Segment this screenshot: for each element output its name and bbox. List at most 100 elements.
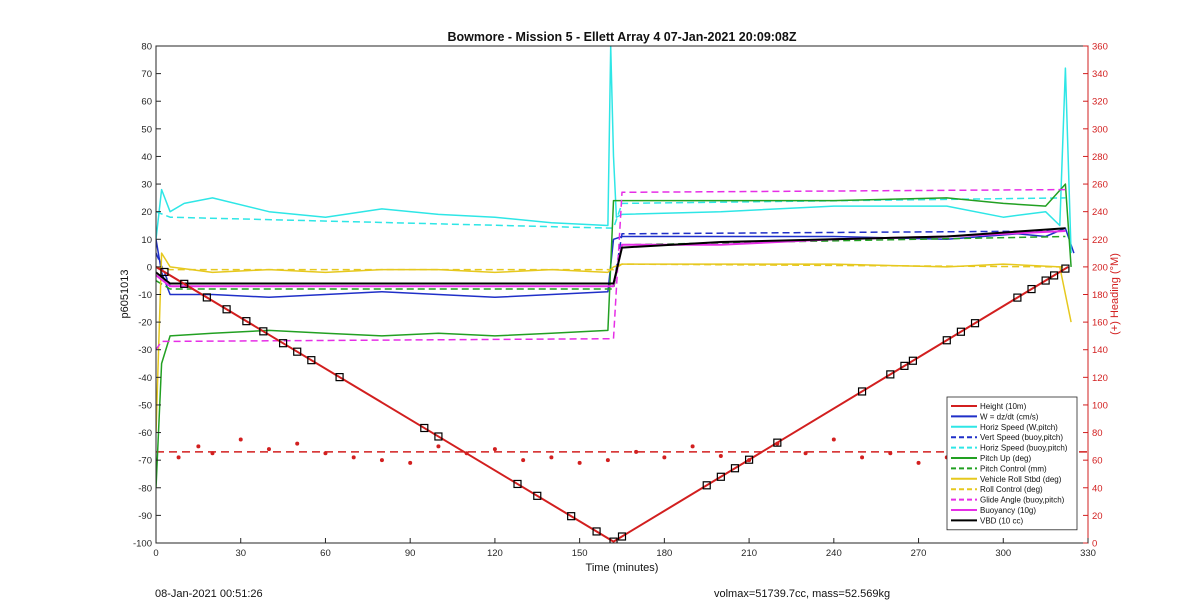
- legend-label: Vehicle Roll Stbd (deg): [980, 475, 1062, 484]
- series-horizb: [156, 197, 1066, 229]
- height-marker: [222, 305, 231, 314]
- height-marker: [202, 293, 211, 302]
- y-tick-label: -60: [138, 428, 152, 439]
- y-tick-label: 20: [141, 207, 152, 218]
- plot-area: [155, 45, 1089, 544]
- y2-tick-label: 320: [1092, 97, 1108, 108]
- y2-tick-label: 60: [1092, 456, 1103, 467]
- heading-point: [634, 449, 639, 454]
- height-marker: [1041, 276, 1050, 285]
- y-tick-label: 70: [141, 69, 152, 80]
- heading-point: [860, 455, 865, 460]
- x-axis: 0 30 60 90 120 150 180 210 240 270 300 330: [153, 538, 1096, 559]
- y2-tick-label: 100: [1092, 400, 1108, 411]
- footer-timestamp: 08-Jan-2021 00:51:26: [155, 588, 263, 600]
- heading-point: [662, 455, 667, 460]
- y-tick-label: -10: [138, 290, 152, 301]
- height-marker: [1061, 264, 1070, 273]
- legend-label: Pitch Up (deg): [980, 454, 1031, 463]
- y-tick-label: 10: [141, 235, 152, 246]
- y2-tick-label: 40: [1092, 483, 1103, 494]
- right-y-axis: 0 20 40 60 80 100 120 140 160 180 200 220 240 260 280 3…: [1083, 42, 1108, 550]
- y2-tick-label: 220: [1092, 235, 1108, 246]
- series-vbd: [156, 227, 1066, 285]
- height-marker: [617, 532, 627, 541]
- height-marker: [900, 361, 909, 370]
- y-tick-label: -80: [138, 483, 152, 494]
- y-axis-label: p6051013: [119, 270, 131, 319]
- y2-tick-label: 120: [1092, 373, 1108, 384]
- height-marker: [1027, 284, 1036, 294]
- x-tick-label: 300: [995, 548, 1011, 559]
- height-marker: [592, 527, 601, 536]
- legend-label: Roll Control (deg): [980, 485, 1043, 494]
- x-tick-label: 270: [911, 548, 927, 559]
- heading-point: [803, 451, 808, 456]
- y2-tick-label: 200: [1092, 262, 1108, 273]
- y-tick-label: -50: [138, 400, 152, 411]
- left-y-axis: -100-90-80-70-60-50-40-30-20-10010203040…: [133, 42, 161, 550]
- x-tick-label: 330: [1080, 548, 1096, 559]
- height-marker: [702, 481, 711, 490]
- heading-point: [238, 437, 243, 442]
- height-marker: [956, 327, 966, 336]
- y2-tick-label: 340: [1092, 69, 1108, 80]
- x-tick-label: 150: [572, 548, 588, 559]
- height-marker: [278, 339, 288, 348]
- height-marker: [970, 319, 980, 328]
- legend-label: VBD (10 cc): [980, 516, 1023, 525]
- heading-point: [196, 444, 201, 449]
- y2-tick-label: 160: [1092, 318, 1108, 329]
- heading-point: [605, 458, 610, 463]
- y2-tick-label: 20: [1092, 511, 1103, 522]
- heading-point: [888, 451, 893, 456]
- heading-point: [690, 444, 695, 449]
- heading-point: [492, 447, 497, 452]
- height-marker: [293, 347, 302, 356]
- legend-label: Glide Angle (buoy,pitch): [980, 496, 1065, 505]
- legend-label: Horiz Speed (buoy,pitch): [980, 444, 1068, 453]
- height-marker: [609, 537, 618, 543]
- series-rollc: [156, 263, 1066, 271]
- heading-point: [295, 441, 300, 446]
- y2-tick-label: 80: [1092, 428, 1103, 439]
- height-marker: [513, 479, 522, 489]
- y-tick-label: 60: [141, 97, 152, 108]
- x-tick-label: 90: [405, 548, 416, 559]
- x-tick-label: 60: [320, 548, 331, 559]
- x-axis-label: Time (minutes): [586, 562, 659, 574]
- height-marker: [434, 432, 443, 441]
- y2-tick-label: 280: [1092, 152, 1108, 163]
- y-tick-label: 80: [141, 42, 152, 53]
- x-tick-label: 240: [826, 548, 842, 559]
- height-marker: [420, 423, 429, 433]
- y-tick-label: -90: [138, 511, 152, 522]
- heading-point: [210, 451, 215, 456]
- height-marker: [307, 356, 316, 365]
- x-tick-label: 30: [235, 548, 246, 559]
- y2-axis-label: (+) Heading (°M): [1109, 253, 1121, 335]
- y2-tick-label: 140: [1092, 345, 1108, 356]
- legend-box: [946, 396, 1078, 531]
- heading-point: [916, 460, 921, 465]
- y2-tick-label: 360: [1092, 42, 1108, 53]
- heading-point: [379, 458, 384, 463]
- series-horiz: [156, 46, 1072, 254]
- height-marker: [730, 464, 740, 473]
- height-marker: [857, 387, 867, 396]
- heading-point: [266, 447, 271, 452]
- heading-point: [323, 451, 328, 456]
- height-marker: [567, 512, 576, 521]
- y-tick-label: -40: [138, 373, 152, 384]
- height-marker: [533, 491, 542, 500]
- legend: Height (10m)W = dz/dt (cm/s) Horiz Speed …: [946, 396, 1078, 531]
- footer-info: volmax=51739.7cc, mass=52.569kg: [714, 588, 891, 600]
- height-marker: [908, 356, 917, 365]
- height-marker: [773, 438, 782, 447]
- x-tick-label: 0: [153, 548, 158, 559]
- y-tick-label: 40: [141, 152, 152, 163]
- heading-point: [436, 444, 441, 449]
- height-marker: [942, 336, 951, 345]
- series-glide: [156, 188, 1066, 351]
